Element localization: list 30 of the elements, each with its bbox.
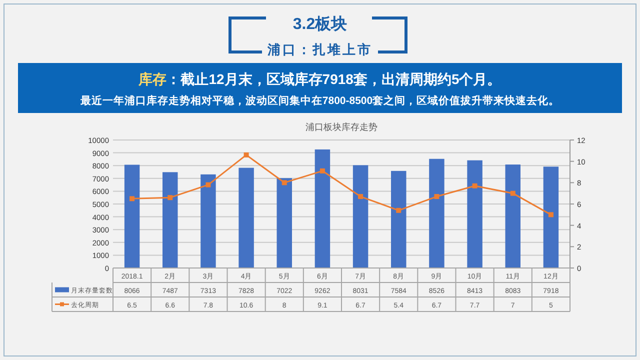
text: 库存 — [138, 71, 167, 87]
text: 浦口：扎堆上市 — [266, 42, 372, 57]
point — [472, 183, 478, 188]
bar — [162, 172, 178, 268]
point — [282, 180, 287, 186]
bar — [543, 166, 559, 268]
bar — [276, 178, 292, 268]
point — [320, 168, 325, 174]
point — [396, 208, 402, 213]
bar — [200, 174, 216, 268]
point — [510, 190, 516, 196]
bar — [314, 149, 330, 268]
bar — [238, 168, 254, 268]
point — [358, 194, 364, 200]
point — [548, 212, 554, 218]
bar — [505, 164, 520, 268]
point — [434, 194, 440, 200]
bar — [467, 160, 482, 268]
point — [244, 152, 249, 158]
bar — [429, 158, 444, 268]
text: 最近一年浦口库存走势相对平稳，波动区间集中在7800-8500套之间，区域价值拔升带来快速去化。 — [79, 94, 560, 107]
bar — [124, 164, 140, 268]
point — [168, 195, 173, 200]
bar — [352, 165, 368, 268]
bar — [391, 170, 406, 268]
point — [206, 182, 211, 188]
chart-title: 浦口板块库存走势 — [306, 122, 378, 132]
point — [130, 196, 135, 202]
text: 3.2板块 — [292, 15, 348, 33]
text: ：截止12月末，区域库存7918套，出清周期约5个月。 — [166, 71, 502, 87]
